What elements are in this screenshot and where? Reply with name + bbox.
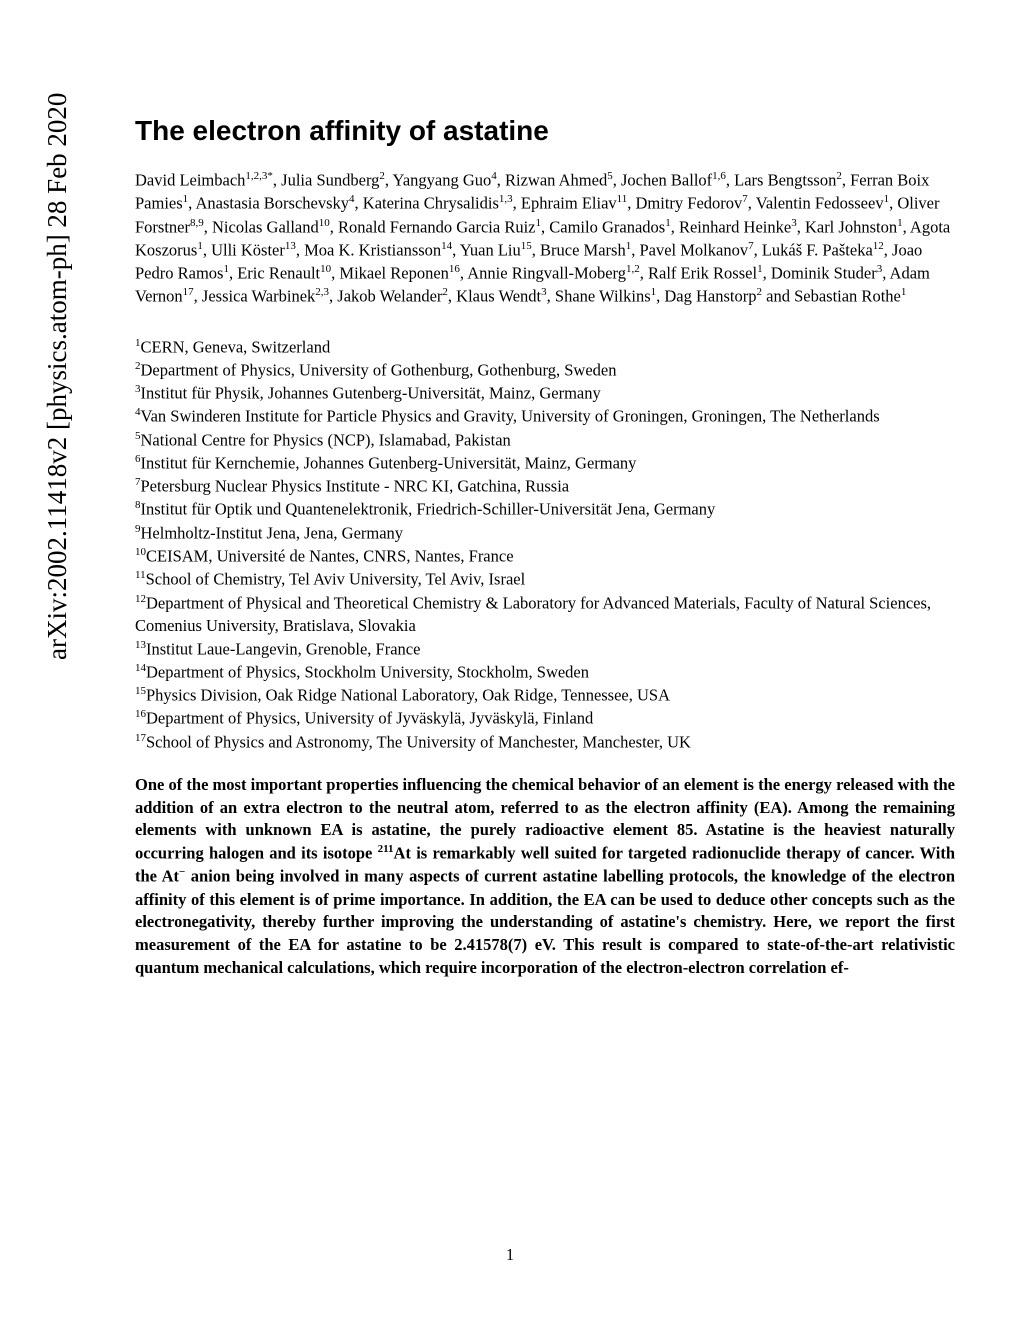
arxiv-identifier: arXiv:2002.11418v2 [physics.atom-ph] 28 … [42, 93, 73, 660]
abstract-text: One of the most important properties inf… [135, 774, 955, 980]
paper-title: The electron affinity of astatine [135, 115, 955, 147]
paper-content: The electron affinity of astatine David … [135, 115, 955, 980]
authors-list: David Leimbach1,2,3*, Julia Sundberg2, Y… [135, 169, 955, 309]
page-number: 1 [506, 1245, 514, 1265]
affiliations-list: 1CERN, Geneva, Switzerland2Department of… [135, 336, 955, 754]
